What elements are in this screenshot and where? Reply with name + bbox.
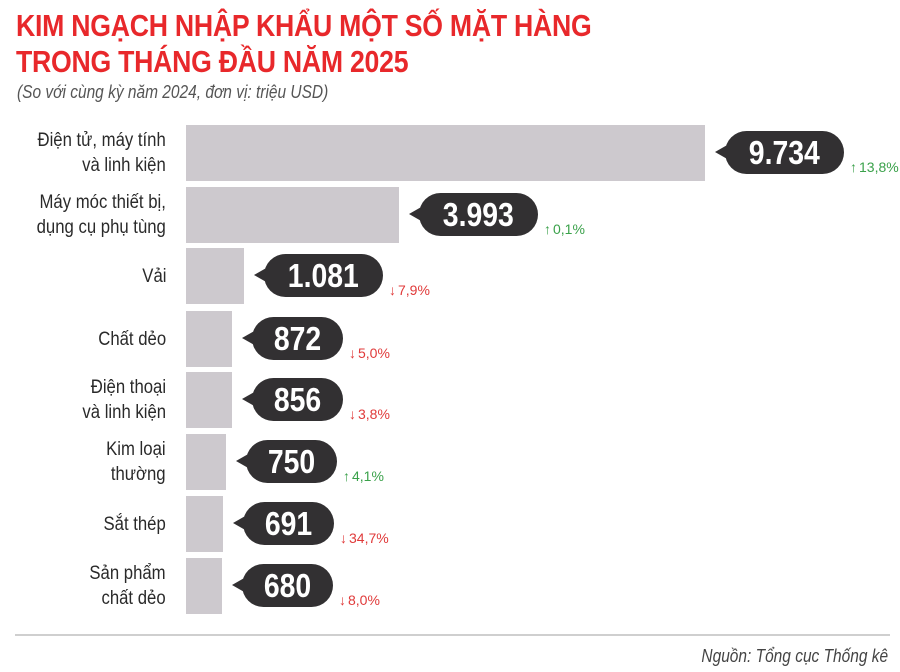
value-bubble: 750 [235,440,338,483]
category-label: Điện thoại và linh kiện [71,372,166,428]
yoy-change-value: 7,9% [398,282,430,298]
bar-row: Vải 1.081 ↓ 7,9% [0,248,900,304]
bar-row: Điện thoại và linh kiện 856 ↓ 3,8% [0,372,900,428]
category-label: Sản phẩm chất dẻo [79,558,166,614]
bar-row: Sắt thép 691 ↓ 34,7% [0,496,900,552]
chart-subtitle: (So với cùng kỳ năm 2024, đơn vị: triệu … [17,82,329,102]
bar-row: Điện tử, máy tính và linh kiện 9.734 ↑ 13,8… [0,125,900,181]
value-bubble: 3.993 [409,193,538,236]
value-label: 872 [273,319,322,357]
yoy-change-value: 0,1% [553,221,585,237]
value-label: 856 [273,380,322,418]
value-bubble: 9.734 [715,131,844,174]
bar [186,187,399,243]
yoy-change: ↓ 34,7% [340,530,389,546]
category-label-text: Chất dẻo [98,328,166,350]
arrow-down-icon: ↓ [340,530,347,546]
arrow-down-icon: ↓ [349,345,356,361]
bar [186,248,244,304]
category-label: Chất dẻo [89,311,166,367]
bar [186,434,226,490]
category-label-text: Sản phẩm chất dẻo [89,563,166,609]
bar-row: Chất dẻo 872 ↓ 5,0% [0,311,900,367]
arrow-down-icon: ↓ [339,592,346,608]
yoy-change-value: 5,0% [358,345,390,361]
title-line-2: TRONG THÁNG ĐẦU NĂM 2025 [16,44,409,79]
yoy-change: ↓ 8,0% [339,592,380,608]
category-label-text: Vải [141,265,166,287]
bar-row: Máy móc thiết bị, dụng cụ phụ tùng 3.993 ↑… [0,187,900,243]
bar [186,496,223,552]
arrow-up-icon: ↑ [544,221,551,237]
arrow-down-icon: ↓ [389,282,396,298]
arrow-up-icon: ↑ [850,159,857,175]
yoy-change: ↓ 3,8% [349,406,390,422]
category-label-text: Máy móc thiết bị, dụng cụ phụ tùng [36,192,166,238]
yoy-change-value: 13,8% [859,159,899,175]
yoy-change: ↑ 0,1% [544,221,585,237]
value-bubble: 691 [232,502,335,545]
value-label: 3.993 [442,195,514,233]
value-label: 691 [264,504,313,542]
value-label: 750 [267,442,316,480]
yoy-change: ↑ 13,8% [850,159,899,175]
bar [186,558,222,614]
title-line-1: KIM NGẠCH NHẬP KHẨU MỘT SỐ MẶT HÀNG [16,8,592,43]
category-label: Điện tử, máy tính và linh kiện [20,125,166,181]
category-label-text: Sắt thép [103,513,166,535]
category-label-text: Điện thoại và linh kiện [82,377,166,423]
chart-title: KIM NGẠCH NHẬP KHẨU MỘT SỐ MẶT HÀNG TRON… [16,8,592,80]
yoy-change: ↓ 7,9% [389,282,430,298]
bar-row: Sản phẩm chất dẻo 680 ↓ 8,0% [0,558,900,614]
bar-row: Kim loại thường 750 ↑ 4,1% [0,434,900,490]
footer-divider [15,634,890,636]
value-bubble: 1.081 [254,254,383,297]
bar [186,311,232,367]
arrow-down-icon: ↓ [349,406,356,422]
yoy-change: ↑ 4,1% [343,468,384,484]
value-bubble: 680 [231,564,334,607]
value-bubble: 872 [241,317,344,360]
value-bubble: 856 [241,378,344,421]
value-label: 9.734 [748,133,820,171]
category-label: Kim loại thường [98,434,166,490]
bar [186,125,705,181]
category-label-text: Điện tử, máy tính và linh kiện [37,130,166,176]
category-label: Sắt thép [95,496,166,552]
category-label: Máy móc thiết bị, dụng cụ phụ tùng [19,187,166,243]
category-label-text: Kim loại thường [106,439,166,485]
value-label: 1.081 [287,256,359,294]
category-label: Vải [139,248,166,304]
arrow-up-icon: ↑ [343,468,350,484]
yoy-change: ↓ 5,0% [349,345,390,361]
source-note: Nguồn: Tổng cục Thống kê [701,646,888,666]
bar [186,372,232,428]
yoy-change-value: 4,1% [352,468,384,484]
yoy-change-value: 34,7% [349,530,389,546]
yoy-change-value: 8,0% [348,592,380,608]
yoy-change-value: 3,8% [358,406,390,422]
value-label: 680 [263,566,312,604]
